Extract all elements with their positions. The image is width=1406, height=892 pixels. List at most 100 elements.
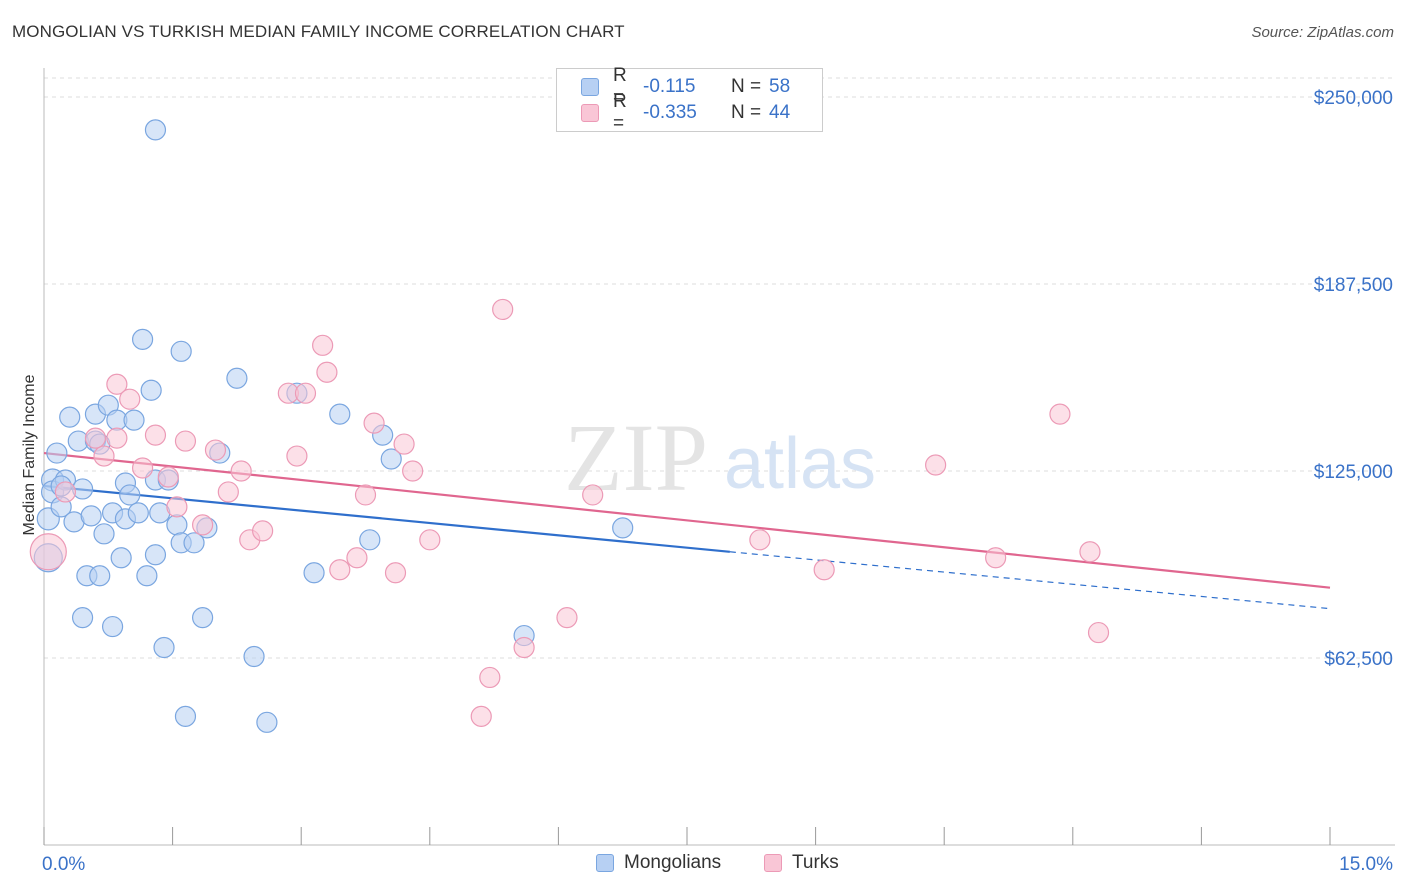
mongolian-point xyxy=(89,565,111,587)
mongolian-point xyxy=(612,517,634,539)
correlation-legend: R = -0.115 N = 58 R = -0.335 N = 44 xyxy=(556,65,823,134)
turk-point xyxy=(217,481,239,503)
y-tick-label: $125,000 xyxy=(1314,462,1393,483)
mongolian-point xyxy=(166,514,188,536)
mongolian-point xyxy=(46,442,68,464)
tick-labels: $62,500 $125,000 $187,500 $250,000 0.0% 15.0% xyxy=(42,88,1393,875)
turk-point xyxy=(204,439,227,461)
n-label: N = xyxy=(731,102,762,123)
n-label: N = xyxy=(731,76,762,97)
turk-point xyxy=(286,445,308,467)
mongolian-point xyxy=(131,328,154,350)
turk-point xyxy=(106,373,128,395)
source-credit: Source: ZipAtlas.com xyxy=(1251,24,1394,41)
turk-point xyxy=(749,529,771,551)
turk-point xyxy=(230,460,252,482)
r-label: R = xyxy=(613,91,627,134)
mongolian-point xyxy=(359,529,381,551)
turk-point xyxy=(419,529,441,551)
turk-point xyxy=(192,514,214,536)
mongolian-point xyxy=(243,645,265,668)
turk-point xyxy=(29,533,67,571)
mongolians-n-value: 58 xyxy=(769,76,791,97)
r-label: R = xyxy=(613,65,627,108)
turk-point xyxy=(393,433,415,455)
turk-point xyxy=(582,484,604,506)
y-tick-label: $62,500 xyxy=(1324,649,1393,670)
axes xyxy=(43,68,1395,846)
mongolian-point xyxy=(71,607,94,629)
turk-point xyxy=(363,412,385,434)
turk-point xyxy=(479,666,501,689)
turk-point xyxy=(157,466,179,488)
mongolian-point xyxy=(256,711,278,733)
turk-point xyxy=(106,427,128,449)
turks-r-value: -0.335 xyxy=(643,102,697,123)
turk-point xyxy=(925,454,947,476)
mongolians-r-value: -0.115 xyxy=(643,76,696,97)
turks-swatch xyxy=(581,104,599,122)
legend-item-turks[interactable]: Turks xyxy=(764,852,839,874)
turk-point xyxy=(329,559,351,581)
x-tick-label-min: 0.0% xyxy=(42,854,85,875)
turk-point xyxy=(294,382,317,404)
turks-legend-swatch xyxy=(764,854,782,872)
mongolians-swatch xyxy=(581,78,599,96)
watermark: ZIP atlas xyxy=(564,404,876,511)
turk-point xyxy=(985,547,1007,569)
turk-point xyxy=(131,457,154,479)
legend-item-mongolians[interactable]: Mongolians xyxy=(596,852,721,874)
mongolian-point xyxy=(303,562,325,584)
turk-point xyxy=(84,427,107,449)
turk-point xyxy=(119,388,141,410)
turk-point xyxy=(470,705,492,727)
mongolian-point xyxy=(144,119,167,141)
x-tick-label-max: 15.0% xyxy=(1339,854,1393,875)
turk-point xyxy=(166,496,188,518)
turk-point xyxy=(402,460,424,482)
chart-title: MONGOLIAN VS TURKISH MEDIAN FAMILY INCOM… xyxy=(12,22,625,41)
turk-point xyxy=(93,445,115,467)
mongolian-point xyxy=(119,484,141,506)
legend-row-turks: R = -0.335 N = 44 xyxy=(581,91,791,134)
turk-point xyxy=(1087,621,1110,644)
turk-point xyxy=(492,298,514,321)
turk-point xyxy=(54,481,77,503)
mongolian-point xyxy=(226,367,248,389)
mongolian-point xyxy=(110,547,132,569)
watermark-atlas: atlas xyxy=(724,424,876,504)
turk-point xyxy=(312,334,334,356)
mongolians-trend-line xyxy=(43,484,730,553)
turk-point xyxy=(252,520,274,542)
mongolian-point xyxy=(101,615,124,638)
turks-trend-line xyxy=(43,451,1331,589)
mongolian-point xyxy=(380,448,402,470)
grid-lines xyxy=(44,77,1395,659)
mongolian-point xyxy=(144,544,167,566)
turk-point xyxy=(1079,541,1101,563)
turk-point xyxy=(346,547,368,569)
data-points xyxy=(29,119,1110,733)
turk-point xyxy=(513,636,535,659)
y-tick-label: $187,500 xyxy=(1314,275,1393,296)
turks-n-value: 44 xyxy=(769,102,791,123)
legend-row-mongolians: R = -0.115 N = 58 xyxy=(581,65,791,108)
turk-point xyxy=(354,484,377,506)
mongolian-point xyxy=(170,340,192,362)
mongolian-point xyxy=(174,705,197,727)
mongolian-point xyxy=(59,406,81,428)
mongolian-point xyxy=(136,565,158,587)
turk-point xyxy=(144,424,167,446)
mongolian-point xyxy=(140,379,162,401)
turk-point xyxy=(384,562,407,584)
mongolian-point xyxy=(123,409,145,431)
mongolian-point xyxy=(93,523,115,545)
turks-legend-label: Turks xyxy=(792,852,839,873)
mongolian-point xyxy=(329,403,351,425)
mongolians-legend-swatch xyxy=(596,854,614,872)
turk-point xyxy=(556,607,578,629)
mongolian-point xyxy=(192,607,214,629)
y-tick-label: $250,000 xyxy=(1314,88,1393,109)
turk-point xyxy=(813,559,835,581)
